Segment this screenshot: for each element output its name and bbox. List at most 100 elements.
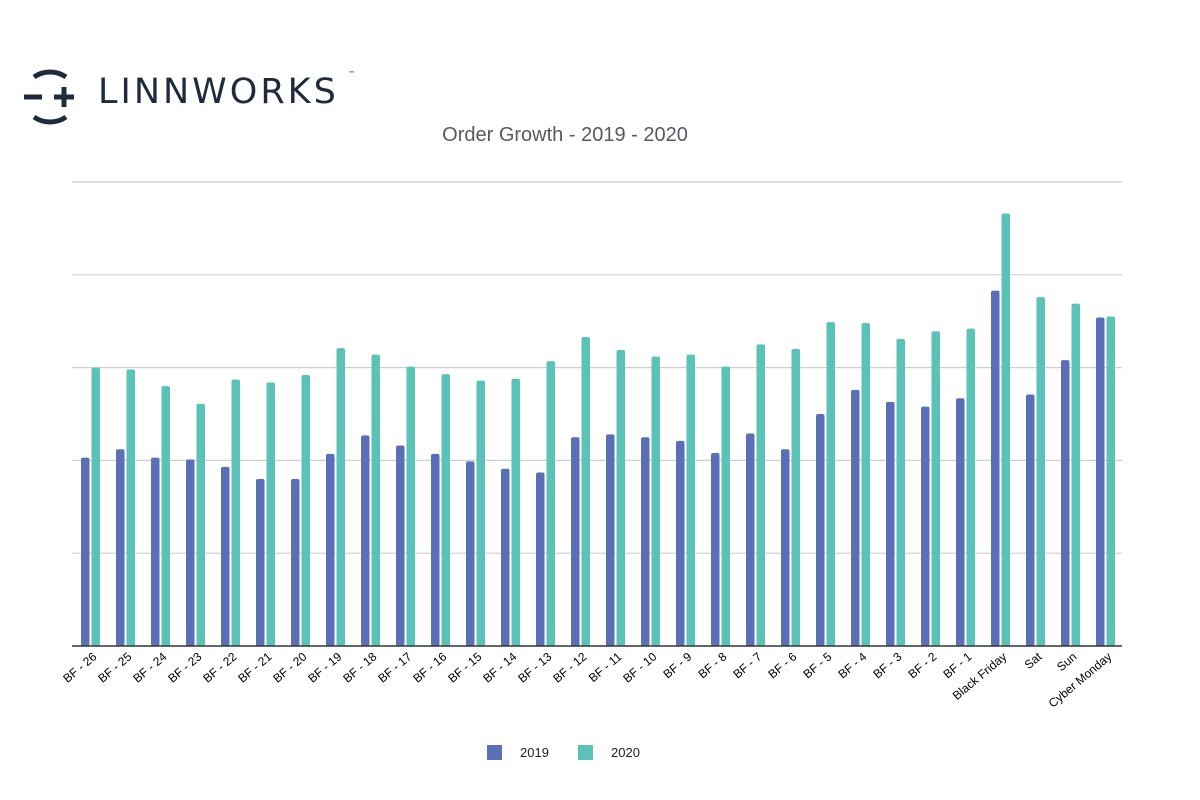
bar-2020-19 <box>721 366 730 646</box>
x-tick-label: BF - 20 <box>270 649 309 685</box>
bar-2020-16 <box>616 349 625 646</box>
legend-swatch-2019 <box>487 745 502 760</box>
bar-2019-18 <box>676 440 685 646</box>
bar-2019-13 <box>501 468 510 646</box>
x-tick-label: BF - 16 <box>410 649 449 685</box>
bar-2020-30 <box>1106 316 1115 646</box>
x-tick-label: BF - 2 <box>905 649 939 681</box>
x-tick-label: BF - 4 <box>835 649 869 681</box>
x-tick-label: Sat <box>1022 649 1045 672</box>
bar-2020-22 <box>826 322 835 646</box>
gridlines <box>72 181 1122 554</box>
x-tick-label: BF - 17 <box>375 649 414 685</box>
bar-2019-16 <box>606 434 615 646</box>
bar-2019-3 <box>151 457 160 646</box>
bar-2019-23 <box>851 389 860 646</box>
bar-2019-24 <box>886 401 895 646</box>
bar-2020-21 <box>791 349 800 646</box>
bar-2020-27 <box>1001 213 1010 646</box>
bar-2019-5 <box>221 466 230 646</box>
bar-2020-11 <box>441 374 450 646</box>
x-tick-label: BF - 22 <box>200 649 239 685</box>
bar-2019-19 <box>711 452 720 646</box>
bar-2020-9 <box>371 354 380 646</box>
x-tick-label: BF - 7 <box>730 649 764 681</box>
x-tick-label: BF - 13 <box>515 649 554 685</box>
bar-2020-18 <box>686 354 695 646</box>
x-tick-label: Sun <box>1054 650 1079 674</box>
bar-2019-8 <box>326 453 335 646</box>
bar-2019-30 <box>1096 317 1105 646</box>
bar-2019-25 <box>921 406 930 646</box>
chart-title: Order Growth - 2019 - 2020 <box>442 124 688 146</box>
bar-2020-13 <box>511 378 520 646</box>
bar-2020-1 <box>91 367 100 646</box>
trademark-symbol: ™ <box>348 70 355 78</box>
legend-label-2020: 2020 <box>611 745 640 760</box>
bar-2020-26 <box>966 328 975 646</box>
bar-2019-27 <box>991 290 1000 646</box>
legend-label-2019: 2019 <box>520 745 549 760</box>
bar-2020-10 <box>406 366 415 646</box>
bar-2020-23 <box>861 323 870 646</box>
bar-2020-5 <box>231 379 240 646</box>
x-tick-label: BF - 23 <box>165 649 204 685</box>
bar-2019-22 <box>816 414 825 646</box>
x-tick-label: BF - 24 <box>130 649 169 685</box>
bar-2020-20 <box>756 344 765 646</box>
x-tick-label: BF - 3 <box>870 649 904 681</box>
bar-2020-15 <box>581 336 590 646</box>
x-tick-label: BF - 19 <box>305 649 344 685</box>
x-tick-label: BF - 10 <box>620 649 659 685</box>
bar-2019-7 <box>291 478 300 646</box>
bar-2019-2 <box>116 449 125 646</box>
bar-2019-12 <box>466 461 475 646</box>
x-tick-label: BF - 15 <box>445 649 484 685</box>
bar-2020-2 <box>126 369 135 646</box>
x-tick-label: BF - 5 <box>800 649 834 681</box>
bar-2019-29 <box>1061 360 1070 646</box>
x-tick-label: BF - 18 <box>340 649 379 685</box>
bar-2019-6 <box>256 478 265 646</box>
legend: 2019 2020 <box>487 745 640 760</box>
bar-2020-3 <box>161 386 170 646</box>
x-tick-label: BF - 9 <box>660 649 694 681</box>
x-tick-label: BF - 11 <box>586 649 625 685</box>
bar-2019-21 <box>781 449 790 646</box>
x-tick-label: BF - 21 <box>235 649 274 685</box>
bar-2020-6 <box>266 382 275 646</box>
bar-2020-29 <box>1071 303 1080 646</box>
linnworks-logo-mark-icon <box>24 69 74 125</box>
bar-2020-7 <box>301 375 310 646</box>
bar-2019-14 <box>536 472 545 646</box>
x-tick-label: BF - 12 <box>550 649 589 685</box>
brand-name: LINNWORKS <box>98 72 339 112</box>
legend-swatch-2020 <box>578 745 593 760</box>
bar-2020-24 <box>896 338 905 646</box>
bar-2019-1 <box>81 457 90 646</box>
bar-2019-26 <box>956 398 965 646</box>
bar-2019-17 <box>641 437 650 646</box>
bar-2019-9 <box>361 435 370 646</box>
x-tick-label: BF - 8 <box>695 649 729 681</box>
bar-2019-10 <box>396 445 405 646</box>
x-tick-label: Cyber Monday <box>1046 650 1115 711</box>
x-tick-label: BF - 14 <box>480 649 519 685</box>
bar-2019-20 <box>746 433 755 646</box>
x-tick-label: BF - 26 <box>60 649 99 685</box>
bar-2020-14 <box>546 361 555 646</box>
bars <box>81 213 1115 646</box>
bar-2020-17 <box>651 356 660 646</box>
bar-2020-25 <box>931 331 940 646</box>
bar-2019-15 <box>571 437 580 646</box>
linnworks-logo: LINNWORKS ™ <box>20 62 380 132</box>
bar-2019-4 <box>186 459 195 646</box>
x-tick-label: BF - 25 <box>95 649 134 685</box>
bar-2020-28 <box>1036 297 1045 646</box>
bar-2020-8 <box>336 348 345 646</box>
bar-2019-11 <box>431 453 440 646</box>
bar-2020-12 <box>476 380 485 646</box>
x-tick-label: BF - 6 <box>765 649 799 681</box>
